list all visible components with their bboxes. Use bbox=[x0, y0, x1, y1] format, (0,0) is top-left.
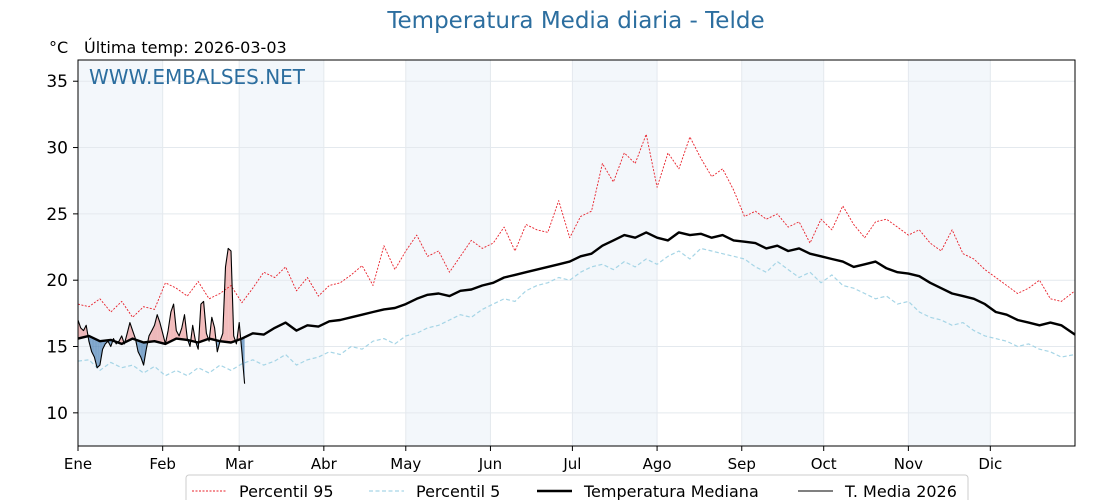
anomaly-above-fill bbox=[200, 301, 204, 342]
y-tick-label: 30 bbox=[46, 139, 68, 159]
x-tick-label: Jul bbox=[562, 455, 581, 473]
y-tick-label: 25 bbox=[46, 205, 68, 225]
anomaly-below-fill bbox=[140, 341, 144, 366]
month-band bbox=[239, 60, 324, 446]
anomaly-above-fill bbox=[228, 248, 231, 343]
anomaly-above-fill bbox=[159, 322, 163, 344]
legend-label: Temperatura Mediana bbox=[583, 482, 759, 500]
anomaly-above-fill bbox=[225, 248, 229, 343]
legend-label: T. Media 2026 bbox=[844, 482, 957, 500]
anomaly-above-fill bbox=[154, 314, 158, 342]
month-band bbox=[78, 60, 163, 446]
anomaly-above-fill bbox=[129, 322, 133, 340]
plot-frame bbox=[77, 59, 1076, 447]
y-axis: 10 15 20 25 30 35 bbox=[46, 72, 78, 424]
y-tick-label: 20 bbox=[46, 271, 68, 291]
anomaly-above-fill bbox=[181, 314, 185, 340]
anomaly-above-fill bbox=[211, 317, 215, 340]
x-axis: Ene Feb Mar Abr May Jun Jul Ago Sep Oct Nov Dic bbox=[64, 446, 1002, 473]
x-tick-label: Sep bbox=[728, 455, 756, 473]
x-tick-label: Abr bbox=[311, 455, 338, 473]
anomaly-below-fill bbox=[94, 338, 98, 368]
legend-label: Percentil 5 bbox=[416, 482, 500, 500]
month-band bbox=[405, 60, 491, 446]
month-band bbox=[908, 60, 991, 446]
x-tick-label: May bbox=[390, 455, 421, 473]
month-bands bbox=[78, 60, 991, 446]
series-lines bbox=[77, 133, 1076, 384]
chart-title: Temperatura Media diaria - Telde bbox=[387, 8, 765, 34]
legend: Percentil 95 Percentil 5 Temperatura Media… bbox=[185, 474, 969, 500]
x-tick-label: Ene bbox=[64, 455, 92, 473]
grid-lines bbox=[77, 60, 1075, 446]
series-line-percentil-95 bbox=[77, 133, 1076, 318]
anomaly-above-fill bbox=[149, 330, 152, 342]
x-tick-label: Jun bbox=[478, 455, 502, 473]
legend-box bbox=[185, 474, 969, 500]
x-tick-label: Oct bbox=[811, 455, 837, 473]
x-tick-label: Dic bbox=[978, 455, 1002, 473]
anomaly-below-fill bbox=[97, 339, 100, 368]
series-line-t-media-2026 bbox=[77, 247, 246, 384]
x-tick-label: Mar bbox=[225, 455, 254, 473]
series-line-temperatura-mediana bbox=[77, 231, 1076, 346]
anomaly-above-fill bbox=[83, 325, 87, 338]
x-tick-label: Ago bbox=[643, 455, 672, 473]
legend-label: Percentil 95 bbox=[239, 482, 334, 500]
anomaly-above-fill bbox=[78, 319, 81, 339]
x-tick-label: Feb bbox=[149, 455, 176, 473]
anomaly-above-fill bbox=[170, 304, 174, 342]
y-tick-label: 10 bbox=[46, 404, 68, 424]
y-axis-unit: °C bbox=[49, 38, 69, 57]
x-tick-label: Nov bbox=[894, 455, 923, 473]
last-temp-label: Última temp: 2026-03-03 bbox=[84, 38, 287, 57]
watermark: WWW.EMBALSES.NET bbox=[89, 65, 306, 89]
y-tick-label: 15 bbox=[46, 338, 68, 358]
series-line-percentil-5 bbox=[77, 247, 1076, 377]
y-tick-label: 35 bbox=[46, 72, 68, 92]
month-band bbox=[572, 60, 658, 446]
